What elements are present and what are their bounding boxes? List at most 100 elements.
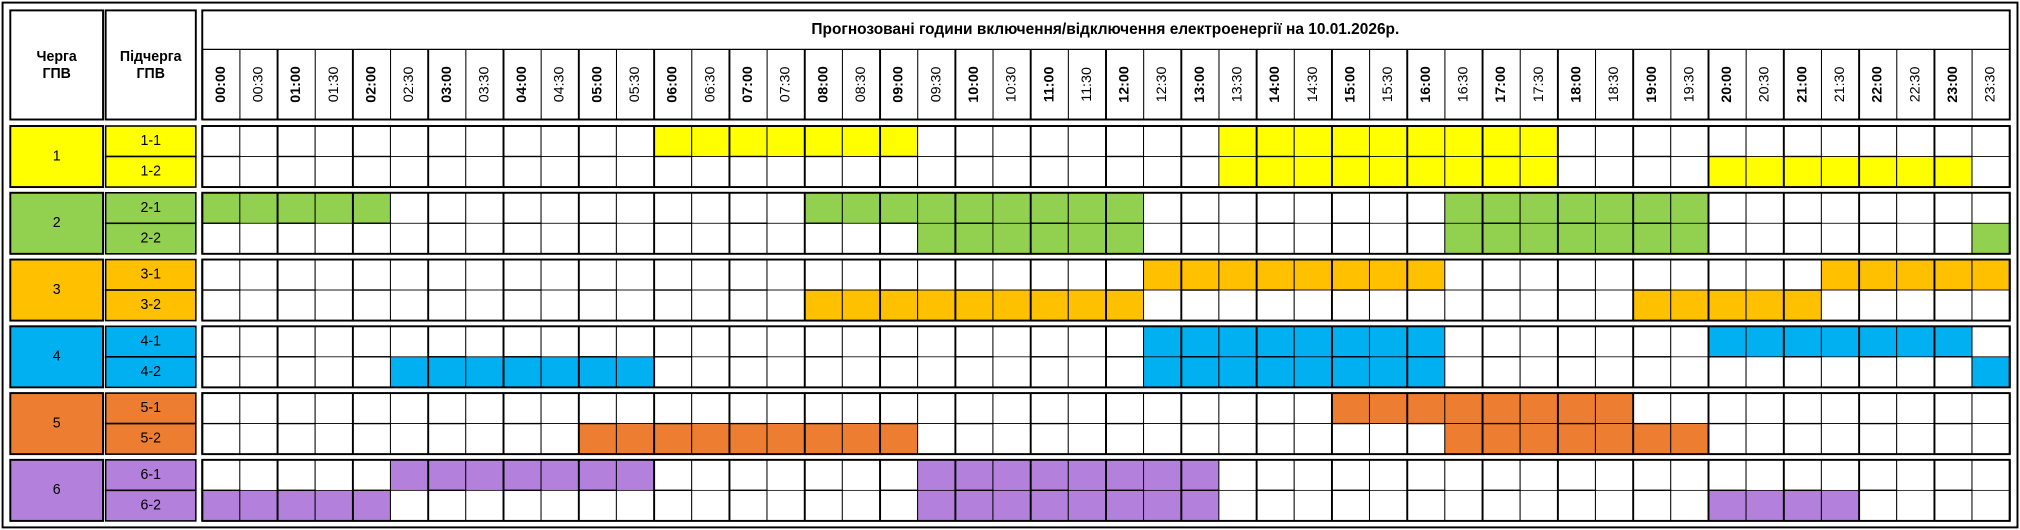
slot [1783,356,1823,389]
slot [276,356,316,389]
header-cell [104,9,197,121]
slot [1896,325,1935,358]
slot [427,489,467,522]
slot [766,192,806,224]
slot [1595,125,1634,157]
slot [540,259,580,291]
slot [1369,392,1408,424]
header-cell [9,9,105,121]
slot [1180,125,1220,158]
group-frame [201,258,2011,322]
slot [1331,392,1371,425]
slot [1933,155,1973,188]
slot [728,392,768,425]
slot [1858,489,1898,522]
slot [352,356,392,389]
slot [1406,392,1446,425]
slot [804,356,844,389]
slot [1783,325,1823,358]
slot [314,356,354,388]
slot [691,156,730,188]
slot [1519,325,1559,358]
slot [766,156,806,188]
slot [1858,125,1898,158]
slot [1745,192,1785,224]
slot [540,325,580,358]
slot [1519,489,1559,522]
slot [728,325,768,358]
slot [1444,423,1483,455]
slot [390,259,429,291]
slot [1067,423,1107,455]
slot [842,156,881,188]
slot [502,356,542,389]
slot [1218,423,1258,455]
slot [1557,356,1597,389]
time-label: 19:30 [1681,66,1697,102]
slot [1595,156,1634,188]
slot [1406,325,1446,358]
slot [1255,289,1295,322]
slot [1030,489,1069,522]
slot [691,459,730,491]
slot [1444,392,1483,424]
slot [1218,222,1258,255]
slot [390,489,429,522]
slot [1519,125,1559,157]
slot [1595,289,1634,321]
slot [352,192,392,224]
time-label: 15:30 [1380,66,1396,102]
slot [201,222,241,255]
slot [879,222,919,255]
slot [1331,258,1371,291]
slot [1896,356,1935,388]
slot [728,192,768,224]
slot [1105,222,1145,255]
slot [427,289,467,322]
slot [390,325,429,358]
slot [1821,489,1860,522]
slot [1557,258,1597,291]
slot [1933,289,1973,322]
slot [804,125,844,158]
time-label: 14:00 [1267,66,1283,103]
slot [540,356,580,388]
slot [1331,222,1371,255]
time-label: 17:00 [1493,66,1509,103]
slot [1821,423,1860,455]
slot [1143,423,1182,455]
slot [917,325,956,358]
slot [314,392,354,424]
subgroup-cell [104,356,197,389]
slot [239,192,278,224]
slot [1971,489,2011,522]
slot [1971,125,2011,157]
slot [1218,459,1258,491]
slot [1858,325,1898,358]
slot [1745,325,1785,358]
slot [1783,489,1823,522]
slot [390,392,429,424]
slot [842,489,881,522]
group-cell [9,125,105,189]
slot [352,222,392,255]
slot [1707,392,1747,425]
slot [578,325,618,358]
slot [954,125,994,158]
subgroup-label: 4-1 [140,333,161,349]
slot [465,356,504,388]
slot [1595,259,1634,291]
slot [1896,125,1935,157]
slot [842,259,881,291]
slot [1444,356,1483,388]
slot [201,422,241,455]
time-label: 14:30 [1305,66,1321,102]
slot [578,258,618,291]
time-label: 01:00 [288,66,304,103]
slot [691,289,730,321]
slot [1218,289,1258,321]
slot [1971,459,2011,491]
slot [1105,356,1145,389]
slot [766,289,806,321]
time-label: 17:30 [1531,66,1547,102]
